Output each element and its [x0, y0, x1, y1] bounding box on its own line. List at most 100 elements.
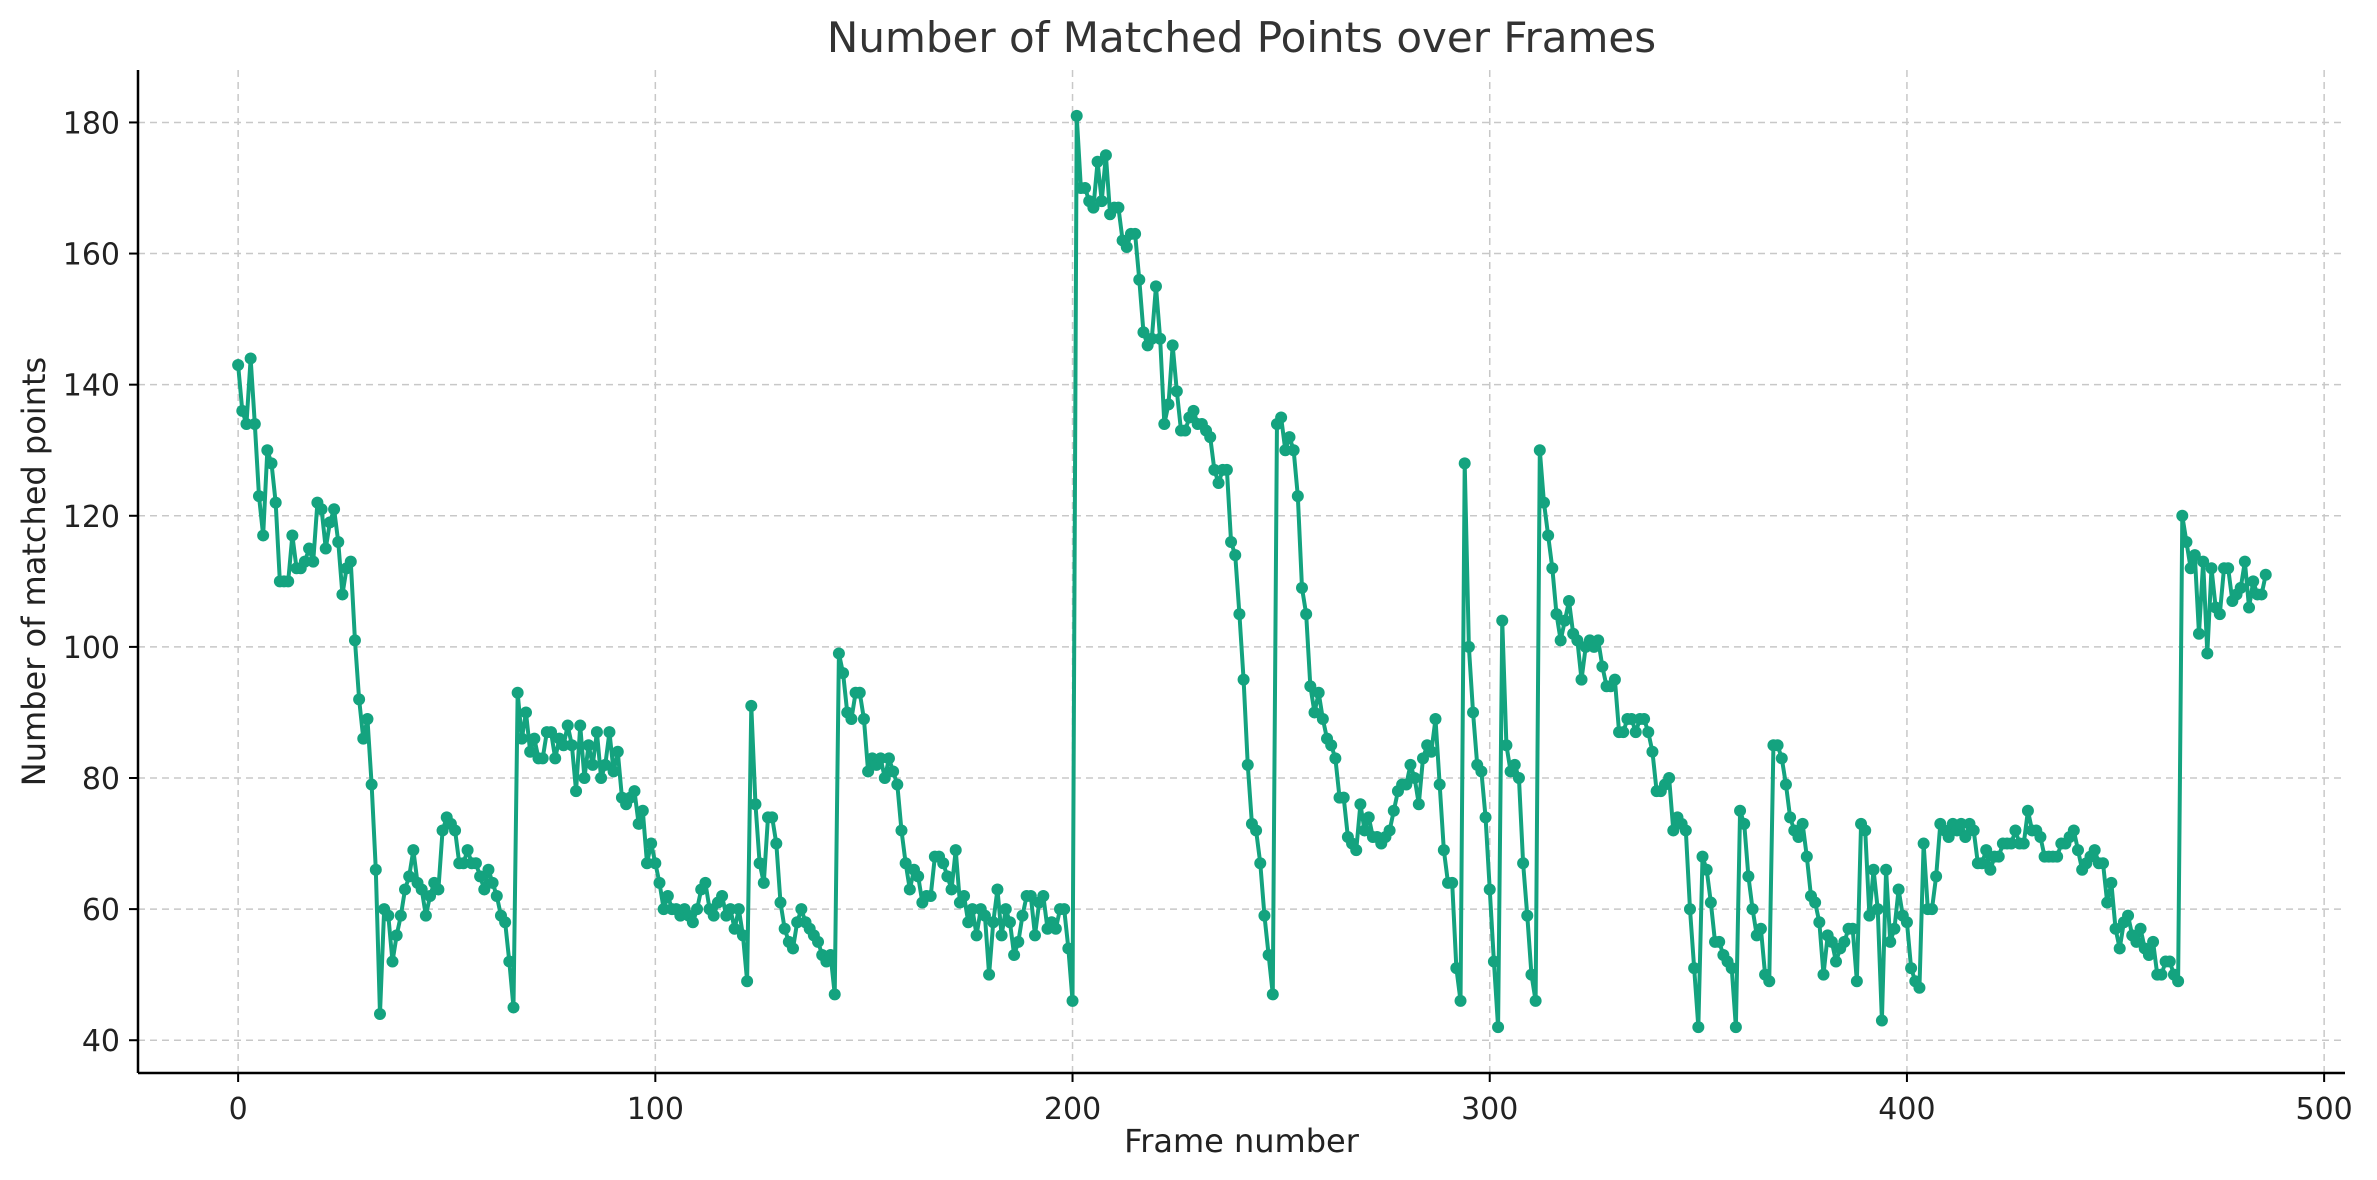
data-point: [2021, 804, 2034, 817]
data-point: [2142, 949, 2155, 961]
data-point: [1258, 909, 1271, 922]
data-point: [590, 726, 603, 739]
data-point: [499, 916, 512, 929]
data-point: [2192, 627, 2205, 640]
data-point: [415, 883, 428, 896]
data-point: [1496, 614, 1509, 627]
data-point: [1813, 916, 1826, 929]
data-point: [336, 588, 349, 601]
data-point: [2243, 601, 2256, 614]
data-point: [1162, 398, 1175, 411]
data-point: [2134, 922, 2147, 935]
data-point: [2155, 968, 2168, 981]
data-point: [628, 785, 641, 798]
data-point: [1529, 994, 1542, 1007]
data-point: [774, 896, 787, 909]
data-point: [1024, 890, 1037, 902]
data-point: [795, 903, 808, 916]
data-point: [1225, 536, 1238, 548]
data-point: [2088, 844, 2101, 857]
data-point: [2113, 942, 2126, 955]
data-point: [394, 909, 407, 922]
data-point: [1980, 844, 1993, 857]
data-point: [1304, 680, 1317, 693]
data-point: [373, 1008, 386, 1020]
data-point: [507, 1001, 520, 1014]
data-point: [1337, 791, 1350, 804]
data-point: [1992, 850, 2005, 863]
x-tick-label: 300: [1461, 1092, 1518, 1127]
data-point: [1683, 903, 1696, 916]
data-point: [878, 772, 891, 784]
data-point: [1362, 811, 1375, 824]
data-point: [298, 555, 311, 568]
data-point: [511, 686, 524, 699]
data-point: [1967, 824, 1980, 837]
data-point: [390, 929, 403, 942]
data-point: [407, 844, 420, 857]
data-point: [561, 719, 574, 732]
data-point: [1550, 608, 1563, 621]
data-point: [640, 857, 653, 870]
data-point: [1800, 850, 1813, 863]
data-point: [1925, 903, 1938, 916]
y-axis-label: Number of matched points: [15, 357, 53, 786]
data-point: [2005, 837, 2018, 850]
data-point: [691, 903, 704, 916]
data-point: [1638, 713, 1651, 725]
data-point: [2147, 935, 2160, 948]
series: [232, 109, 2272, 1034]
data-point: [1809, 896, 1822, 909]
data-point: [1220, 463, 1233, 476]
data-point: [1012, 935, 1025, 948]
data-point: [787, 942, 800, 955]
data-point: [661, 890, 674, 902]
data-point: [261, 444, 274, 457]
data-point: [2213, 608, 2226, 621]
data-point: [2163, 955, 2176, 968]
data-point: [486, 876, 499, 889]
data-point: [303, 542, 316, 555]
data-point: [1629, 726, 1642, 739]
data-point: [874, 752, 887, 765]
data-point: [1158, 418, 1171, 430]
data-point: [1291, 490, 1304, 503]
data-point: [987, 916, 1000, 929]
data-point: [348, 634, 361, 647]
data-point: [1554, 634, 1567, 647]
data-point: [549, 752, 562, 765]
data-point: [741, 975, 754, 988]
data-point: [578, 772, 591, 784]
data-point: [686, 916, 699, 929]
data-point: [1400, 778, 1413, 791]
data-point: [1437, 844, 1450, 857]
data-point: [2238, 555, 2251, 568]
data-point: [1492, 1021, 1505, 1034]
data-point: [1279, 444, 1292, 457]
data-point: [645, 837, 658, 850]
data-point: [1154, 332, 1167, 345]
data-point: [1913, 981, 1926, 994]
data-point: [837, 667, 850, 680]
data-point: [766, 811, 779, 824]
data-point: [1166, 339, 1179, 352]
data-point: [315, 503, 328, 516]
data-point: [2197, 555, 2210, 568]
data-point: [1070, 109, 1083, 122]
data-point: [515, 732, 528, 745]
data-point: [845, 713, 858, 725]
data-point: [1663, 772, 1676, 784]
data-point: [1329, 752, 1342, 765]
data-point: [1316, 713, 1329, 725]
data-point: [399, 883, 412, 896]
data-point: [244, 352, 257, 365]
data-point: [1416, 752, 1429, 765]
data-point: [978, 909, 991, 922]
data-point: [1734, 804, 1747, 817]
data-point: [332, 536, 345, 548]
data-point: [778, 922, 791, 935]
data-point: [1387, 804, 1400, 817]
data-point: [1754, 922, 1767, 935]
data-point: [1875, 1014, 1888, 1027]
